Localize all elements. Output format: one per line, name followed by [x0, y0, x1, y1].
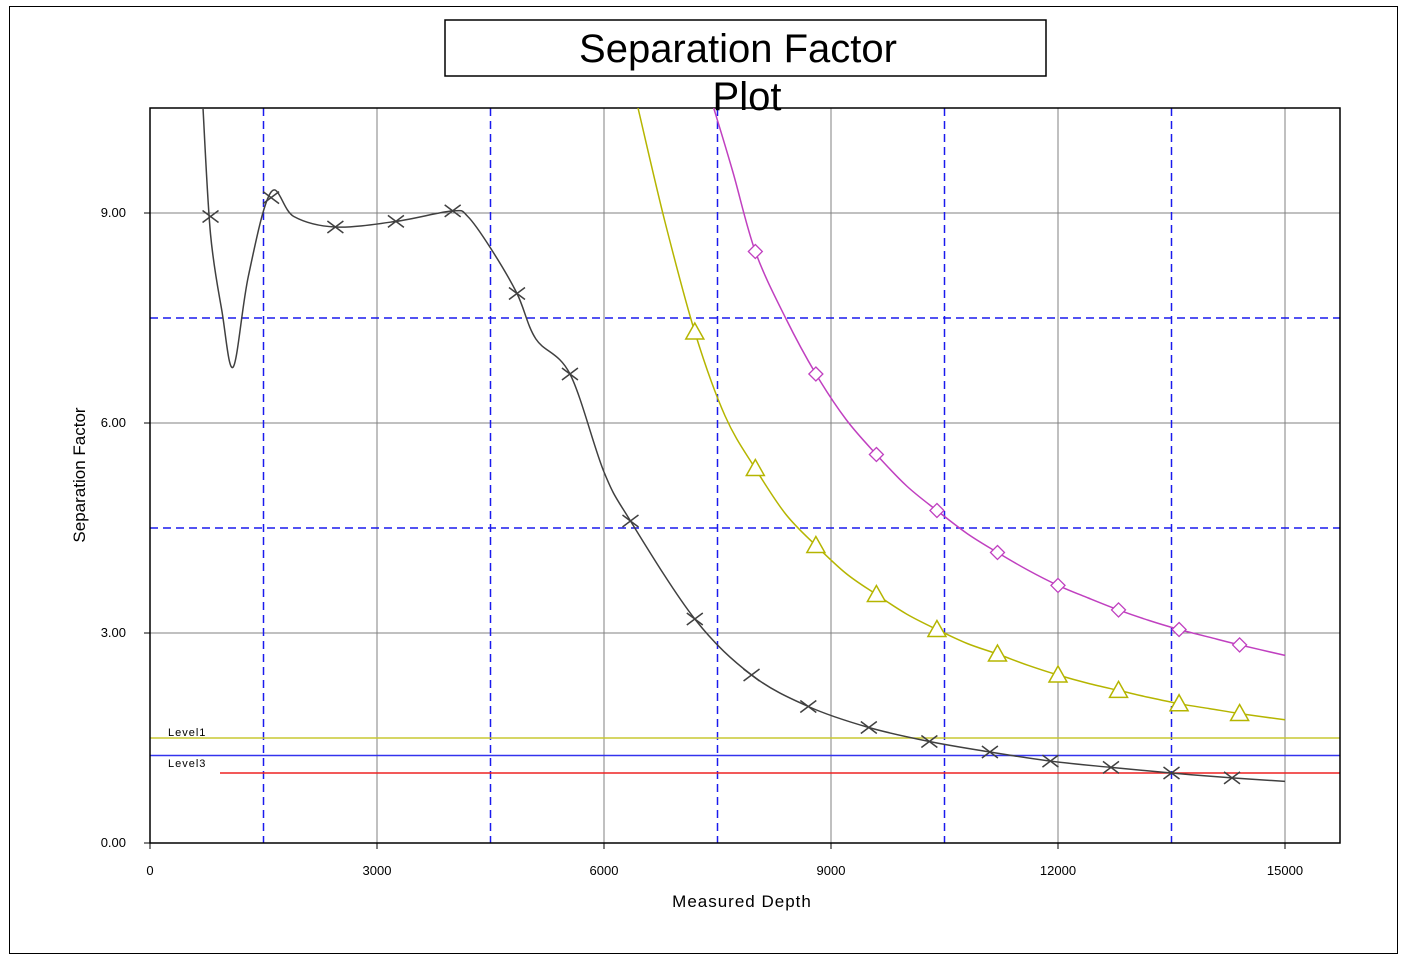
series-line — [202, 108, 1286, 783]
level-labels: Level1 Level3 — [168, 727, 206, 770]
level-label: Level1 — [168, 727, 206, 739]
data-point-triangle — [987, 643, 1008, 662]
data-point-diamond — [1171, 621, 1187, 638]
chart-title: Separation Factor — [579, 27, 897, 71]
data-point-x — [920, 734, 938, 749]
data-point-triangle — [866, 583, 887, 603]
data-point-x — [1041, 754, 1059, 768]
x-tick-label: 0 — [146, 863, 153, 878]
plot-area-border — [149, 107, 1341, 844]
series-3 — [712, 108, 1286, 657]
data-point-triangle — [926, 618, 948, 638]
x-tick-label: 15000 — [1267, 863, 1303, 878]
reference-lines — [150, 737, 1340, 774]
data-point-x — [444, 204, 462, 218]
data-point-triangle — [1047, 664, 1069, 683]
plot-frame — [9, 6, 1398, 954]
data-point-diamond — [807, 366, 824, 382]
data-point-x — [981, 745, 999, 759]
y-tick-label: 0.00 — [101, 835, 126, 850]
y-tick-label: 3.00 — [101, 625, 126, 640]
x-tick-label: 9000 — [817, 863, 846, 878]
data-point-diamond — [747, 243, 764, 260]
series-line — [637, 108, 1286, 721]
data-point-x — [508, 286, 526, 301]
data-point-triangle — [1108, 679, 1129, 699]
data-point-x — [743, 668, 760, 682]
data-point-diamond — [1050, 577, 1066, 594]
data-point-diamond — [1231, 636, 1248, 653]
data-point-x — [799, 699, 817, 714]
y-tick-label: 6.00 — [101, 415, 126, 430]
data-point-x — [686, 612, 704, 626]
data-point-x — [561, 367, 579, 381]
data-point-diamond — [989, 544, 1006, 561]
data-point-x — [622, 514, 639, 528]
series-layer — [202, 108, 1286, 785]
data-point-x — [1102, 760, 1120, 774]
data-point-x — [1163, 766, 1180, 780]
series-line — [712, 108, 1286, 657]
grid-dashed — [150, 108, 1340, 843]
data-point-x — [1223, 771, 1241, 785]
data-point-diamond — [868, 446, 885, 463]
x-axis-title: Measured Depth — [672, 892, 812, 911]
data-point-triangle — [1168, 693, 1190, 712]
data-point-x — [387, 214, 405, 228]
series-1 — [202, 108, 1286, 785]
x-tick-label: 12000 — [1040, 863, 1076, 878]
data-point-triangle — [684, 321, 706, 340]
series-2 — [637, 108, 1286, 722]
data-point-x — [860, 720, 878, 735]
chart-subtitle: Plot — [713, 75, 782, 119]
grid-solid — [149, 108, 1340, 844]
data-point-x — [326, 220, 344, 234]
data-point-triangle — [805, 534, 827, 554]
title-box — [444, 19, 1047, 77]
level-label: Level3 — [168, 758, 206, 770]
x-tick-label: 6000 — [590, 863, 619, 878]
data-point-diamond — [929, 502, 945, 519]
y-tick-label: 9.00 — [101, 205, 126, 220]
data-point-x — [262, 191, 280, 205]
y-axis-title: Separation Factor — [70, 407, 89, 542]
data-point-triangle — [745, 457, 766, 477]
data-point-triangle — [1229, 702, 1250, 722]
x-tick-label: 3000 — [363, 863, 392, 878]
data-point-diamond — [1110, 601, 1127, 618]
data-point-x — [202, 209, 219, 224]
axis-ticks: 0 3000 6000 9000 12000 15000 0.00 3.00 6.00 9.00 — [101, 205, 1303, 878]
